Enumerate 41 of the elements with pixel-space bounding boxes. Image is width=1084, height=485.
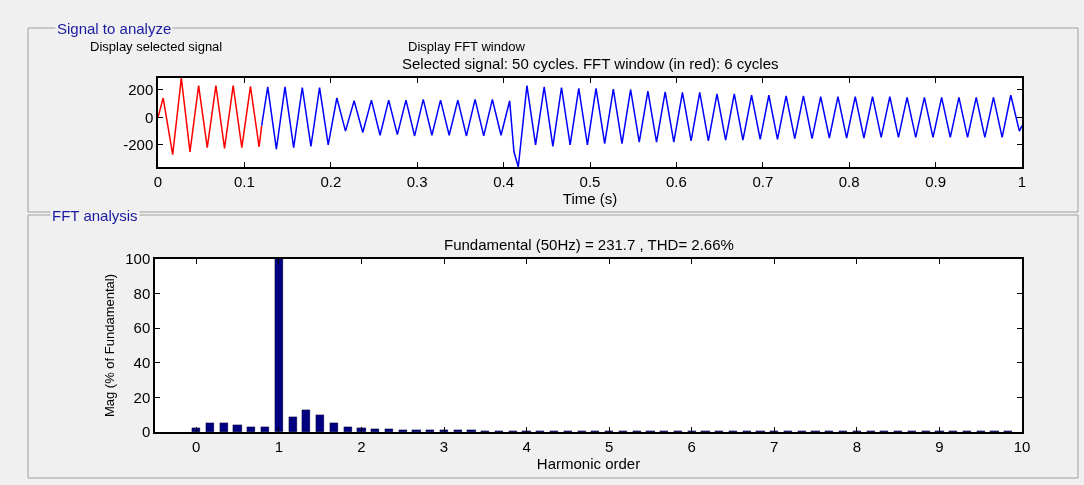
x-tick-label: 10 xyxy=(1013,437,1031,455)
x-axis-title: Harmonic order xyxy=(536,454,641,472)
x-tick-label: 4 xyxy=(522,437,531,455)
x-tick-label: 3 xyxy=(439,437,449,455)
x-tick-label: 1 xyxy=(1017,172,1027,190)
chart-title: Fundamental (50Hz) = 231.7 , THD= 2.66% xyxy=(444,236,734,253)
y-tick-label: 40 xyxy=(133,354,151,372)
line-series xyxy=(158,78,263,156)
x-tick-label: 9 xyxy=(935,437,944,455)
x-tick-label: 0.6 xyxy=(665,172,687,190)
x-tick-label: 0.2 xyxy=(320,172,342,190)
y-tick-label: 80 xyxy=(133,284,151,302)
y-tick-label: 200 xyxy=(128,80,154,98)
x-tick-label: 0.8 xyxy=(838,172,860,190)
y-tick-label: 100 xyxy=(125,250,151,268)
x-axis-title: Time (s) xyxy=(562,189,618,207)
x-tick-label: 0.1 xyxy=(233,172,255,190)
y-axis-title: Mag (% of Fundamental) xyxy=(101,273,117,418)
y-tick-label: 60 xyxy=(133,319,151,337)
x-tick-label: 2 xyxy=(357,437,366,455)
x-tick-label: 6 xyxy=(687,437,696,455)
y-tick-label: 20 xyxy=(133,388,151,406)
text: Signal to analyze xyxy=(57,20,172,37)
x-tick-label: 0 xyxy=(192,437,201,455)
line-series xyxy=(260,84,1022,167)
y-tick-label: 0 xyxy=(144,108,154,126)
x-tick-label: 7 xyxy=(770,437,779,455)
x-tick-label: 8 xyxy=(852,437,862,455)
x-tick-label: 0.5 xyxy=(579,172,601,190)
x-tick-label: 0.7 xyxy=(752,172,774,190)
x-tick-label: 0.9 xyxy=(925,172,947,190)
x-tick-label: 0.4 xyxy=(493,172,515,190)
y-tick-label: 0 xyxy=(141,423,151,441)
x-tick-label: 5 xyxy=(604,437,614,455)
y-tick-label: -200 xyxy=(123,136,154,154)
text: FFT analysis xyxy=(52,207,138,224)
x-tick-label: 0.3 xyxy=(406,172,428,190)
text: Display selected signal xyxy=(90,39,223,54)
x-tick-label: 1 xyxy=(274,437,284,455)
text: Display FFT window xyxy=(408,39,526,54)
chart-title: Selected signal: 50 cycles. FFT window (in red): 6 cycles xyxy=(402,55,779,72)
